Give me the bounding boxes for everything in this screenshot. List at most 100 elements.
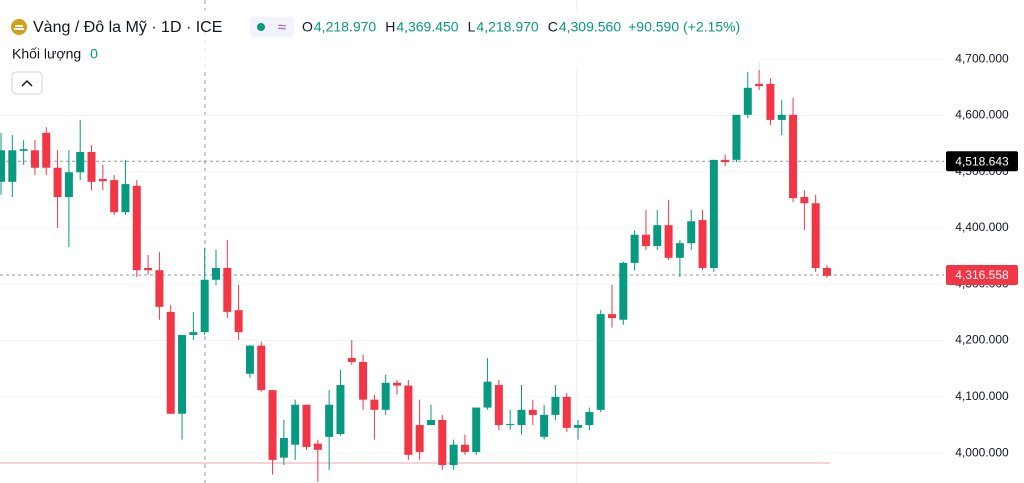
candle-body (709, 159, 718, 268)
candle-body (98, 179, 107, 182)
candle-body (313, 443, 322, 450)
legend-value: 4,218.970 (314, 19, 376, 35)
market-status (257, 23, 265, 31)
candle-body (393, 382, 402, 386)
candle-body (755, 83, 764, 87)
candle-body (76, 151, 85, 173)
candle-body (19, 149, 28, 151)
candle-body (144, 267, 153, 271)
candle-body (483, 381, 492, 408)
candle-body (257, 345, 266, 391)
candle-body (596, 314, 605, 410)
y-tick-label: 4,700.000 (955, 51, 1009, 65)
candle-body (800, 197, 809, 204)
candle-body (415, 425, 424, 453)
header-backdrop (0, 10, 760, 70)
candle-body (574, 425, 583, 428)
candle-body (121, 184, 130, 213)
legend-key: H (385, 19, 395, 35)
volume-label: Khối lượng (12, 46, 81, 62)
candle-body (279, 437, 288, 458)
candle-body (8, 150, 17, 182)
candle-body (619, 262, 628, 320)
price-label: 4,316.558 (955, 268, 1009, 282)
candle-body (653, 225, 662, 247)
collapse-button[interactable] (11, 71, 43, 95)
y-tick-label: 4,400.000 (955, 220, 1009, 234)
candle-body (460, 444, 469, 453)
candle-body (166, 311, 175, 414)
candle-body (42, 132, 51, 168)
y-tick-label: 4,100.000 (955, 389, 1009, 403)
candle-body (325, 404, 334, 437)
candle-body (494, 385, 503, 426)
candle-body (675, 243, 684, 258)
candle-body (155, 270, 164, 307)
candle-body (766, 83, 775, 120)
candle-body (302, 404, 311, 447)
price-label-box (946, 151, 1018, 172)
candle-body (608, 314, 617, 319)
price-label-box (946, 264, 1018, 285)
legend-key: L (468, 19, 476, 35)
y-tick-label: 4,600.000 (955, 108, 1009, 122)
candle-body (132, 185, 141, 271)
candle-body (404, 385, 413, 455)
candle-body (732, 114, 741, 160)
candle-body (178, 334, 187, 414)
candle-body (359, 361, 368, 400)
candle-body (370, 399, 379, 410)
candle-body (53, 167, 62, 198)
candle-body (698, 220, 707, 268)
candle-body (687, 221, 696, 244)
symbol-title: Vàng / Đô la Mỹ · 1D · ICE (33, 19, 222, 36)
candle-body (743, 87, 752, 115)
legend-value: 4,309.560 (559, 19, 621, 35)
candle-body (200, 279, 209, 333)
candle-body (347, 358, 356, 362)
candle-body (245, 345, 254, 374)
candle-body (528, 409, 537, 415)
price-axis: 4,000.0004,100.0004,200.0004,300.0004,40… (944, 0, 1024, 483)
candle-body (540, 414, 549, 437)
legend-key: C (548, 19, 558, 35)
candles (0, 61, 831, 482)
symbol-icon-mark (14, 25, 24, 30)
candle-body (630, 234, 639, 263)
collapse-icon (21, 79, 33, 87)
candle-body (789, 114, 798, 199)
candle-body (268, 390, 277, 460)
candle-body (211, 267, 220, 280)
candle-body (506, 423, 515, 426)
candle-body (381, 382, 390, 410)
legend-key: O (302, 19, 313, 35)
header: Vàng / Đô la Mỹ · 1D · ICE ≈ Khối lượng … (0, 10, 760, 95)
axis-background (944, 0, 1024, 483)
candle-body (562, 396, 571, 428)
candle-body (30, 150, 39, 168)
candle-body (551, 396, 560, 415)
candle-body (234, 310, 243, 333)
price-label: 4,518.643 (955, 154, 1009, 168)
candle-body (426, 419, 435, 426)
candle-body (721, 159, 730, 163)
candle-body (87, 151, 96, 182)
legend-value: 4,218.970 (476, 19, 538, 35)
legend-change: +90.590 (+2.15%) (628, 19, 740, 35)
candle-body (0, 150, 5, 182)
candle-body (585, 412, 594, 426)
candle-body (64, 172, 73, 198)
candle-body (822, 267, 831, 276)
data-icon: ≈ (278, 19, 286, 36)
candle-body (189, 332, 198, 335)
candle-body (472, 407, 481, 453)
volume-value: 0 (90, 46, 98, 62)
candle-body (291, 404, 300, 445)
candle-body (223, 267, 232, 312)
status-box (250, 17, 294, 37)
candle-body (777, 114, 786, 120)
candle-body (641, 234, 650, 247)
candle-body (438, 419, 447, 465)
candle-body (664, 225, 673, 258)
